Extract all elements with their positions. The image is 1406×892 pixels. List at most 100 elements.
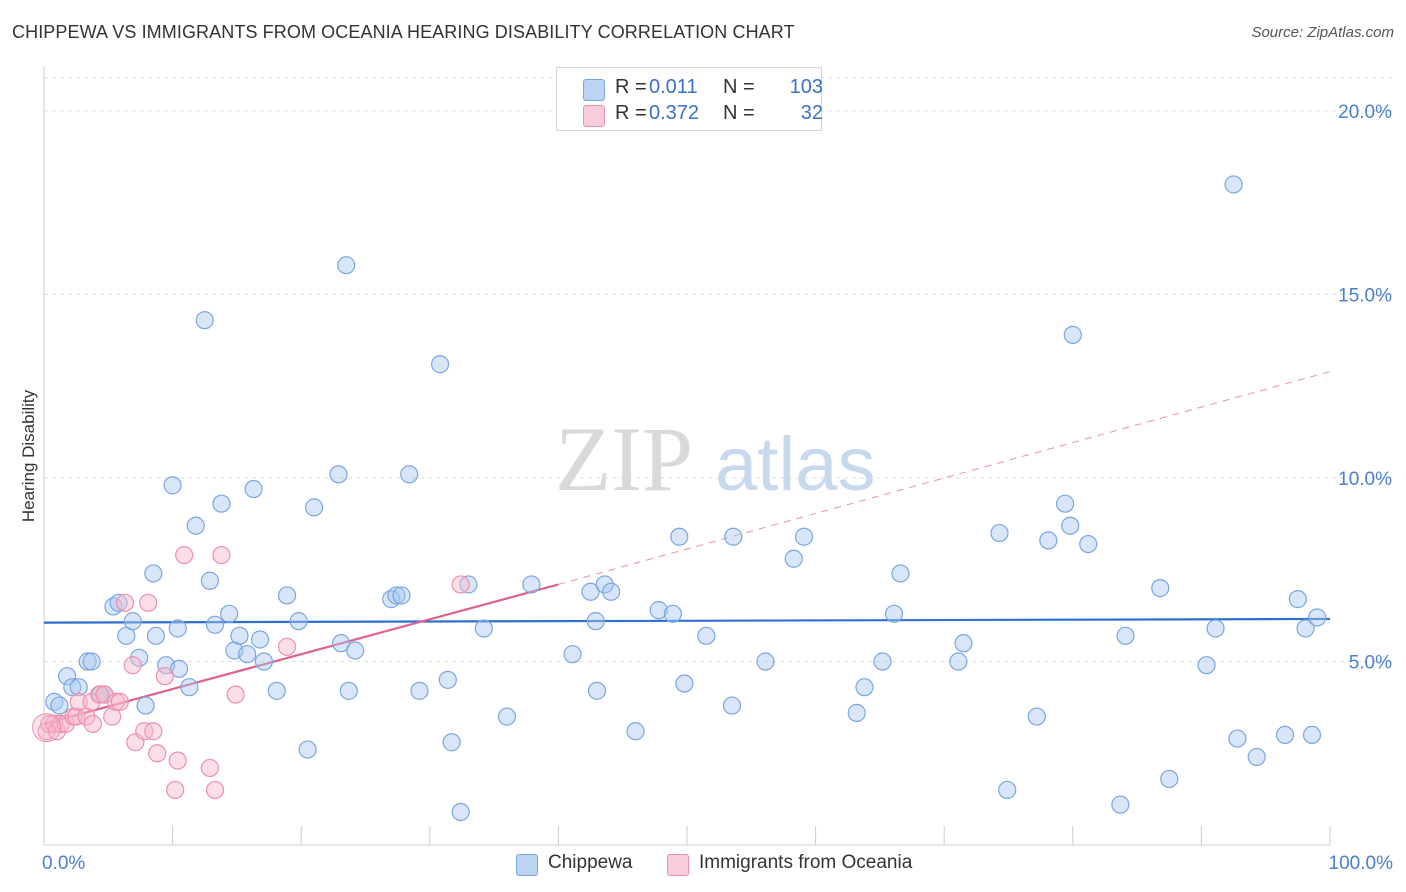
chippewa-point: [442, 733, 461, 752]
oceania-point: [175, 545, 194, 565]
chippewa-point: [168, 619, 187, 638]
oceania-point: [56, 714, 75, 733]
legend-swatch-blue: [516, 854, 538, 876]
y-tick-label: 20.0%: [1338, 102, 1392, 123]
y-tick-label: 5.0%: [1349, 653, 1392, 674]
legend-n-value: 32: [800, 102, 823, 124]
chippewa-point: [595, 575, 614, 594]
oceania-point: [148, 744, 167, 763]
source-label: Source: ZipAtlas.com: [1251, 24, 1394, 41]
chippewa-point: [675, 674, 694, 693]
chippewa-point: [722, 696, 742, 715]
chippewa-point: [230, 626, 249, 645]
chippewa-point: [346, 641, 365, 660]
correlation-legend: R = 0.011 N = 103 R = 0.372 N = 32: [556, 67, 823, 131]
axes: [43, 66, 1331, 846]
chippewa-point: [998, 780, 1017, 800]
chippewa-point: [337, 256, 356, 275]
legend-swatch-blue: [583, 79, 605, 101]
chippewa-point: [277, 586, 297, 605]
oceania-point: [106, 692, 126, 711]
chippewa-point: [1111, 795, 1130, 814]
chart-title: CHIPPEWA VS IMMIGRANTS FROM OCEANIA HEAR…: [12, 22, 795, 42]
chippewa-point: [990, 523, 1009, 543]
legend-label: Immigrants from Oceania: [699, 852, 913, 873]
chippewa-point: [784, 549, 803, 568]
chippewa-point: [329, 465, 348, 484]
oceania-point: [67, 707, 86, 726]
oceania-point: [115, 593, 135, 612]
chippewa-point: [169, 659, 189, 678]
chippewa-point: [78, 652, 97, 671]
legend-swatch-pink: [583, 105, 605, 127]
chippewa-point: [670, 527, 689, 546]
legend-r-label: R =: [615, 76, 647, 98]
chippewa-point: [250, 630, 270, 649]
chippewa-point: [697, 626, 716, 645]
chippewa-point: [1079, 534, 1098, 554]
oceania-point: [212, 545, 231, 565]
oceania-point: [226, 685, 245, 704]
chippewa-point: [430, 355, 450, 374]
chippewa-point: [581, 582, 600, 601]
oceania-point: [205, 780, 225, 800]
y-tick-label: 10.0%: [1338, 469, 1392, 490]
chippewa-point: [50, 696, 69, 715]
chippewa-point: [1275, 725, 1295, 745]
watermark-atlas: atlas: [715, 422, 876, 507]
oceania-trend-extension: [558, 371, 1331, 585]
chippewa-point: [949, 652, 968, 671]
chippewa-point: [387, 586, 406, 605]
chippewa-point: [136, 696, 155, 715]
chippewa-point: [109, 593, 128, 612]
oceania-point: [103, 707, 122, 726]
oceania-point: [168, 751, 187, 770]
chippewa-point: [130, 648, 149, 667]
chippewa-point: [400, 465, 419, 484]
grid-lines: [44, 77, 1394, 663]
chippewa-point: [1224, 175, 1243, 194]
chippewa-point: [331, 634, 351, 653]
data-points: [32, 175, 1327, 822]
chippewa-point: [891, 564, 910, 583]
chippewa-point: [724, 527, 743, 546]
chippewa-point: [58, 667, 77, 686]
chippewa-point: [298, 740, 317, 759]
oceania-point: [90, 685, 109, 704]
legend-r-value: 0.372: [649, 102, 700, 124]
chippewa-point: [82, 652, 101, 671]
chippewa-point: [602, 582, 621, 601]
oceania-point: [37, 722, 56, 741]
watermark-zip: ZIP: [555, 408, 693, 510]
oceania-point: [277, 637, 297, 656]
chippewa-point: [563, 645, 582, 664]
y-tick-label: 15.0%: [1338, 286, 1392, 307]
chippewa-point: [1039, 531, 1058, 550]
chippewa-point: [410, 681, 429, 700]
chippewa-point: [146, 626, 165, 645]
chippewa-point: [289, 612, 308, 631]
chippewa-point: [200, 571, 219, 590]
oceania-point: [144, 722, 163, 741]
chippewa-point: [186, 516, 205, 535]
chippewa-point: [1308, 608, 1327, 627]
legend-n-label: N =: [723, 102, 755, 124]
x-tick-label: 0.0%: [42, 853, 85, 874]
oceania-point: [110, 692, 129, 711]
legend-label: Chippewa: [548, 852, 633, 873]
chippewa-point: [304, 498, 324, 517]
chippewa-point: [873, 652, 892, 671]
chippewa-point: [587, 681, 607, 700]
chippewa-point: [1206, 619, 1225, 638]
chippewa-point: [1247, 747, 1266, 767]
trend-lines: [43, 371, 1331, 725]
oceania-point: [166, 780, 185, 800]
chippewa-point: [212, 494, 231, 513]
chippewa-point: [1063, 325, 1082, 344]
chippewa-point: [163, 476, 182, 495]
chippewa-point: [339, 681, 358, 700]
chippewa-point: [1055, 494, 1075, 513]
oceania-point: [123, 656, 142, 675]
oceania-point: [451, 575, 470, 594]
